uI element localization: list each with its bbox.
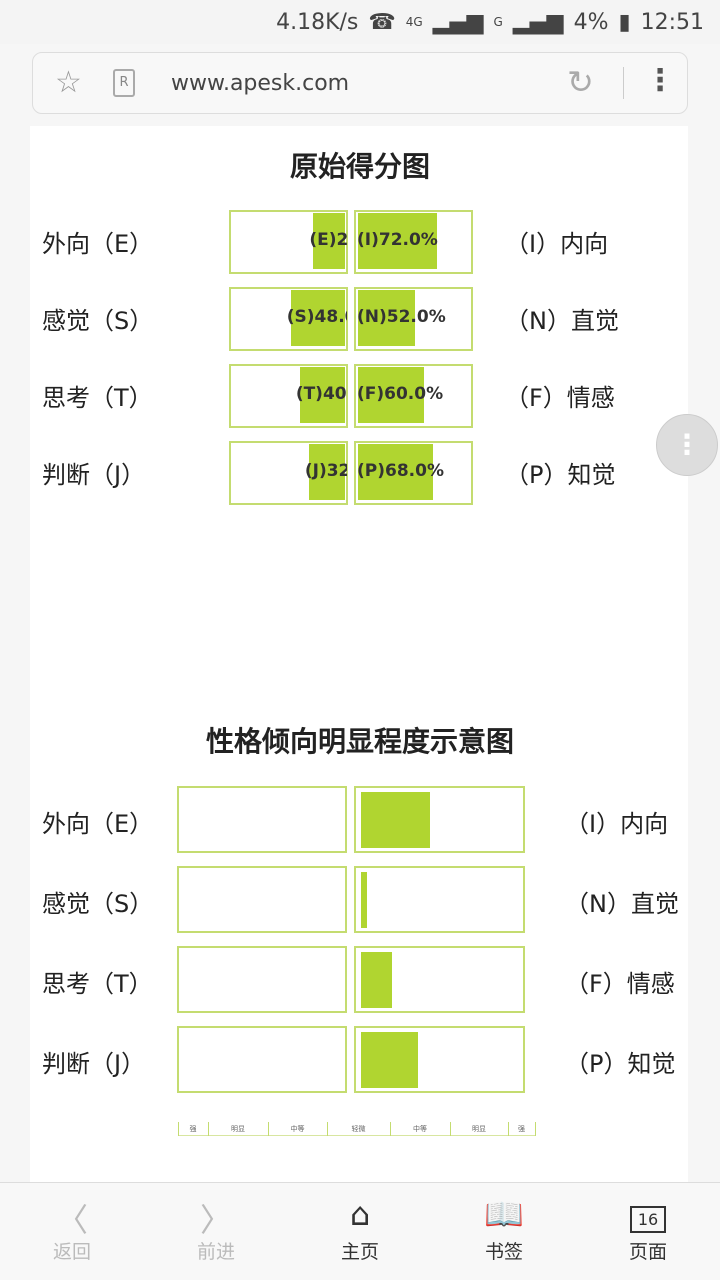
right-value-label: (F)60.0% [357,384,444,404]
scale-label: 中等 [290,1125,305,1133]
scale-label: 明显 [472,1125,486,1133]
scale-label: 明显 [231,1125,245,1133]
signal-icon: ▂▄▆ [512,9,564,35]
battery-level: 4% [573,9,609,35]
tendency-bar [361,952,393,1008]
bookmark-icon: 📖 [484,1195,524,1233]
scale-tick [390,1122,391,1136]
right-label: （F）情感 [505,384,615,412]
right-value-label: (N)52.0% [357,307,446,327]
left-value-label: (J)32.0% [304,461,347,481]
nav-forward[interactable]: 〉前进 [144,1183,288,1280]
network-speed: 4.18K/s [276,9,359,35]
right-bar [358,444,433,500]
tendency-scale: 强 明显 中等 轻微 中等 明显 强 [178,1122,536,1136]
scale-label: 轻微 [351,1125,366,1133]
left-value-label: (E)28.0% [309,230,347,250]
nav-back[interactable]: 〈返回 [0,1183,144,1280]
call-icon: ☎ [368,9,396,35]
right-label: （P）知觉 [565,1050,676,1078]
url-text[interactable]: www.apesk.com [171,71,350,96]
reload-icon[interactable]: ↻ [567,63,594,101]
network-g: G [493,15,503,29]
right-bar-box [354,866,525,933]
forward-icon: 〉 [199,1201,232,1239]
left-bar [313,213,345,269]
left-label: 外向（E） [42,810,154,838]
chart-title: 原始得分图 [289,150,430,183]
nav-home[interactable]: ⌂ 主页 [288,1183,432,1280]
left-label: 判断（J） [42,1050,146,1078]
right-value-label: (I)72.0% [357,230,438,250]
left-label: 判断（J） [42,461,146,489]
scale-label: 强 [518,1125,525,1133]
left-bar-box [177,866,347,933]
left-value-label: (S)48.0% [286,307,347,327]
right-label: （F）情感 [565,970,675,998]
right-value-label: (P)68.0% [357,461,444,481]
bottom-navigation: 〈返回 〉前进 ⌂ 主页 📖 书签 16 页面 [0,1182,720,1280]
scale-tick [268,1122,269,1136]
right-label: （N）直觉 [505,307,619,335]
signal-icon: ▂▄▆ [432,9,484,35]
scale-label: 中等 [413,1125,427,1133]
divider [623,67,624,99]
battery-icon: ▮ [618,9,631,35]
scale-tick [508,1122,509,1136]
chart-title: 性格倾向明显程度示意图 [205,725,514,758]
right-bar [358,367,424,423]
left-bar-box [177,946,347,1013]
floating-menu-button[interactable]: ⋮ [656,414,718,476]
left-label: 思考（T） [42,384,153,412]
scale-tick [535,1122,536,1136]
scale-tick [178,1122,179,1136]
left-bar-box [177,1026,347,1093]
scale-tick [450,1122,451,1136]
right-bar [358,213,438,269]
left-label: 外向（E） [42,230,154,258]
tabs-icon: 16 [576,1195,720,1237]
scale-tick [327,1122,328,1136]
nav-tabs[interactable]: 16 页面 [576,1183,720,1280]
scale-tick [208,1122,209,1136]
left-label: 思考（T） [42,970,153,998]
reader-icon[interactable]: R [113,69,135,97]
address-bar[interactable]: ☆ R www.apesk.com ↻ ⋮ [32,52,688,114]
more-menu-icon[interactable]: ⋮ [645,63,675,98]
star-icon[interactable]: ☆ [55,65,82,100]
right-label: （N）直觉 [565,890,679,918]
tendency-bar [361,872,368,928]
tendency-bar [361,792,431,848]
page-content [30,126,688,1182]
left-bar [299,367,345,423]
right-label: （I）内向 [505,230,609,258]
right-label: （P）知觉 [505,461,616,489]
scale-label: 强 [189,1125,197,1133]
back-icon: 〈 [55,1201,88,1239]
tendency-bar [361,1032,418,1088]
status-bar: 4.18K/s ☎ 4G ▂▄▆ G ▂▄▆ 4% ▮ 12:51 [0,0,720,44]
network-4g: 4G [405,15,423,29]
nav-bookmarks[interactable]: 📖 书签 [432,1183,576,1280]
left-bar [290,290,345,346]
right-bar [358,290,416,346]
left-bar [308,444,345,500]
left-value-label: (T)40.0% [295,384,347,404]
home-icon: ⌂ [349,1195,371,1233]
left-bar-box [177,786,347,853]
left-label: 感觉（S） [42,890,154,918]
clock: 12:51 [640,9,704,35]
right-label: （I）内向 [565,810,669,838]
left-label: 感觉（S） [42,307,154,335]
